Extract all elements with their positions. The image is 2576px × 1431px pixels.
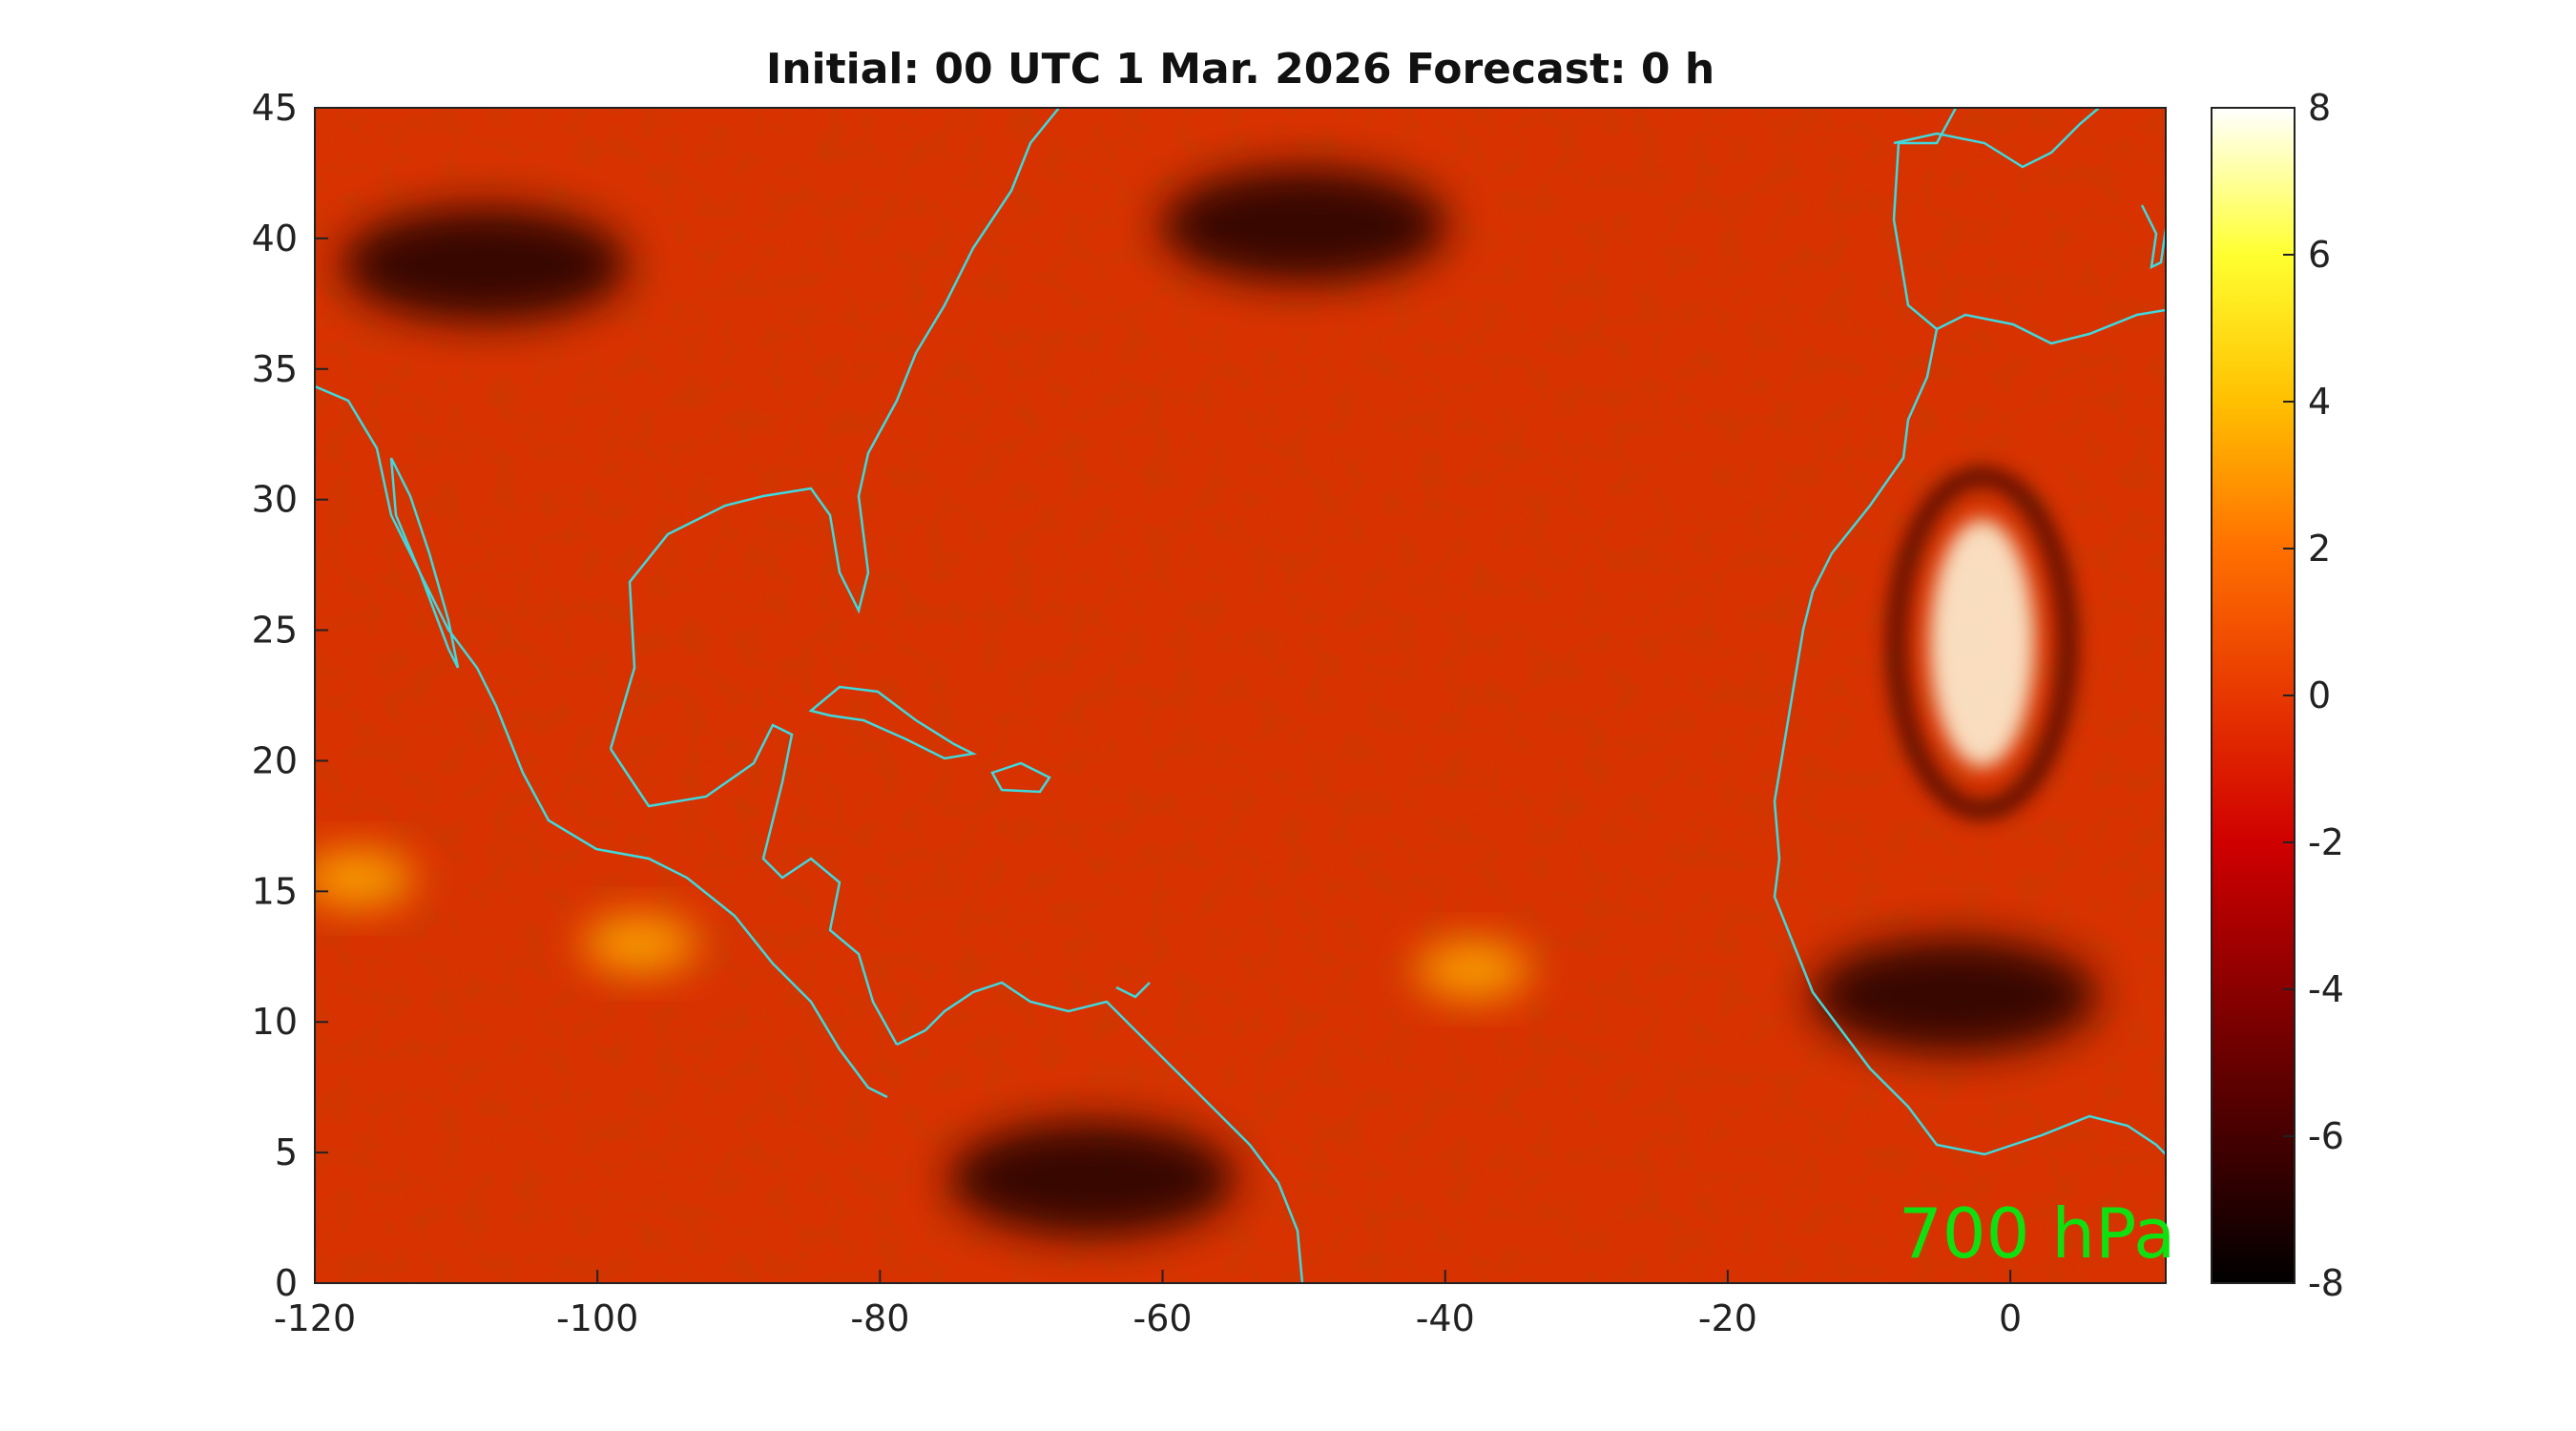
x-tick-label: -100 (556, 1297, 638, 1339)
coastline-gulf-coast (609, 108, 1060, 750)
coastline-gulf-of-mexico (609, 723, 899, 1046)
bright-feature (315, 849, 415, 907)
y-tick-label: 25 (252, 610, 298, 652)
colorbar-gradient (2211, 107, 2296, 1284)
coastline-south-america (896, 981, 1304, 1283)
level-annotation: 700 hPa (1899, 1193, 2175, 1274)
y-tick-label: 20 (252, 739, 298, 781)
bright-feature (1416, 941, 1531, 999)
x-tick-label: -60 (1133, 1297, 1193, 1339)
x-axis: -120 -100 -80 -60 -40 -20 0 (274, 1270, 2022, 1339)
coastline-americas-west (315, 384, 888, 1099)
colorbar-tick-label: -8 (2308, 1262, 2344, 1304)
x-tick-label: 0 (1999, 1297, 2022, 1339)
plot-frame (314, 107, 2167, 1284)
y-tick-label: 45 (252, 87, 298, 129)
coastline-central-america-islands (1115, 982, 1151, 999)
plot-area (315, 108, 2166, 1283)
y-tick-label: 0 (275, 1262, 298, 1304)
y-tick-label: 15 (252, 870, 298, 912)
coastline-europe-north (1893, 108, 2100, 169)
colorbar-tick-label: 2 (2308, 528, 2331, 570)
y-axis: 0 5 10 15 20 25 30 35 40 45 (252, 87, 328, 1304)
bright-feature (1929, 519, 2035, 768)
coastline-italy (2140, 204, 2166, 270)
colorbar-tick-label: 0 (2308, 674, 2331, 716)
coastline-baja (389, 457, 460, 669)
chart-title: Initial: 00 UTC 1 Mar. 2026 Forecast: 0 … (766, 45, 1714, 93)
colorbar-tick-label: -4 (2308, 968, 2344, 1010)
y-tick-label: 40 (252, 218, 298, 259)
bright-feature (582, 915, 697, 973)
dark-ring (1887, 467, 2077, 819)
dark-feature (1160, 168, 1447, 283)
dark-feature (341, 207, 628, 322)
x-tick-label: -40 (1416, 1297, 1475, 1339)
colorbar-tick-label: 6 (2308, 234, 2331, 276)
colorbar-tick-label: -6 (2308, 1115, 2344, 1157)
x-tick-label: -120 (274, 1297, 356, 1339)
y-tick-label: 35 (252, 348, 298, 390)
colorbar-tick-label: -2 (2308, 821, 2344, 863)
y-tick-label: 5 (275, 1131, 298, 1173)
x-tick-label: -80 (850, 1297, 909, 1339)
colorbar-tick-label: 4 (2308, 381, 2331, 423)
coastline-iberia-mediterranean (1936, 308, 2166, 345)
colorbar-tick-label: 8 (2308, 87, 2331, 129)
x-tick-label: -20 (1698, 1297, 1757, 1339)
dark-feature (1810, 938, 2097, 1053)
coastlines (315, 108, 2166, 1283)
coastline-cuba (808, 685, 977, 760)
field-texture (315, 108, 2166, 1283)
dark-feature (948, 1121, 1236, 1236)
colorbar-ticks: -8 -6 -4 -2 0 2 4 6 8 (2283, 87, 2344, 1304)
field-features (315, 168, 2097, 1236)
y-tick-label: 10 (252, 1001, 298, 1043)
y-tick-label: 30 (252, 479, 298, 521)
colorbar: -8 -6 -4 -2 0 2 4 6 8 (2211, 87, 2344, 1304)
coastline-africa-west (1773, 108, 2166, 1156)
coastline-hispaniola (990, 761, 1051, 794)
